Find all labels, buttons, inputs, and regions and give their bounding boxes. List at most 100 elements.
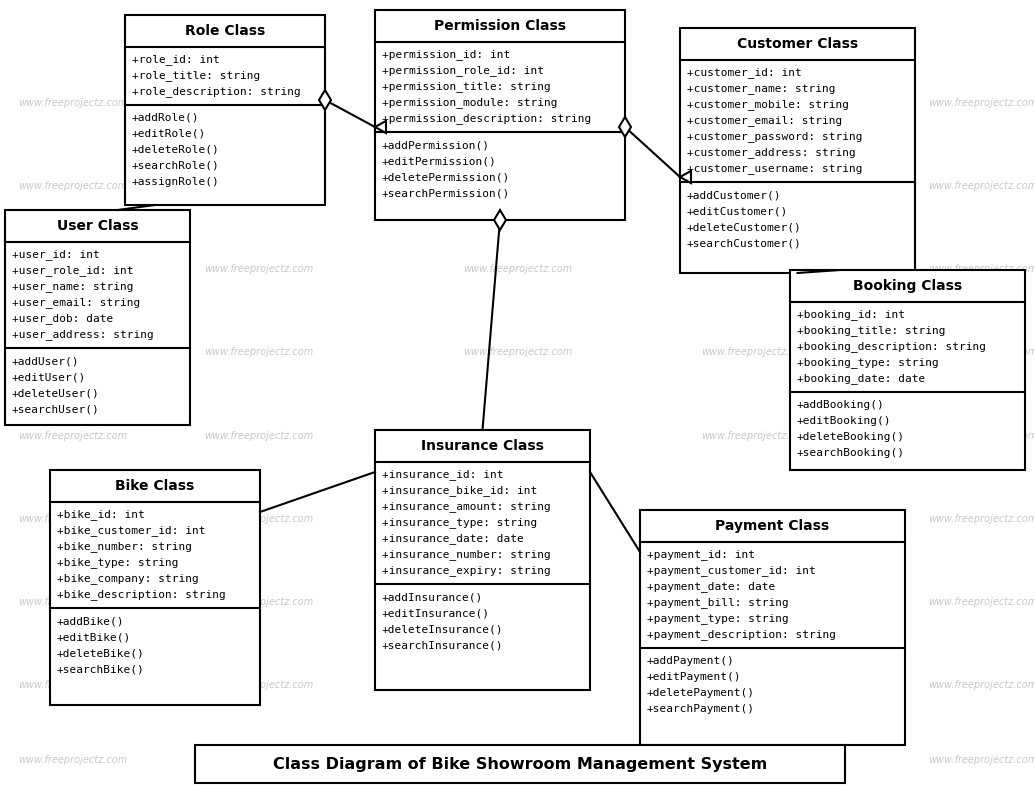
Text: www.freeprojectz.com: www.freeprojectz.com [18, 756, 127, 765]
Text: +customer_password: string: +customer_password: string [687, 131, 862, 143]
Text: www.freeprojectz.com: www.freeprojectz.com [204, 756, 314, 765]
Text: +role_description: string: +role_description: string [132, 86, 301, 97]
Text: +customer_address: string: +customer_address: string [687, 147, 856, 158]
Text: www.freeprojectz.com: www.freeprojectz.com [204, 265, 314, 274]
Text: +searchInsurance(): +searchInsurance() [382, 640, 503, 650]
Text: +booking_title: string: +booking_title: string [797, 326, 946, 337]
Text: www.freeprojectz.com: www.freeprojectz.com [928, 431, 1035, 440]
Text: www.freeprojectz.com: www.freeprojectz.com [463, 181, 572, 191]
Text: +user_role_id: int: +user_role_id: int [12, 265, 134, 276]
Text: Role Class: Role Class [185, 24, 265, 38]
Text: www.freeprojectz.com: www.freeprojectz.com [463, 98, 572, 108]
Text: +customer_username: string: +customer_username: string [687, 163, 862, 174]
Text: +addPermission(): +addPermission() [382, 140, 490, 150]
Text: Payment Class: Payment Class [715, 519, 830, 533]
Text: +permission_role_id: int: +permission_role_id: int [382, 66, 544, 77]
Text: www.freeprojectz.com: www.freeprojectz.com [928, 680, 1035, 690]
Text: +customer_email: string: +customer_email: string [687, 116, 842, 127]
Text: +deleteBike(): +deleteBike() [57, 648, 145, 658]
Text: www.freeprojectz.com: www.freeprojectz.com [18, 597, 127, 607]
Polygon shape [375, 121, 386, 133]
Text: Customer Class: Customer Class [737, 37, 858, 51]
Text: +addCustomer(): +addCustomer() [687, 190, 781, 200]
Text: +addBooking(): +addBooking() [797, 400, 885, 410]
Text: +deletePayment(): +deletePayment() [647, 688, 755, 698]
Text: +deleteCustomer(): +deleteCustomer() [687, 222, 802, 232]
Text: www.freeprojectz.com: www.freeprojectz.com [18, 431, 127, 440]
Text: +deleteBooking(): +deleteBooking() [797, 432, 905, 442]
Bar [375, 430, 590, 690]
Text: www.freeprojectz.com: www.freeprojectz.com [204, 680, 314, 690]
Text: www.freeprojectz.com: www.freeprojectz.com [18, 514, 127, 524]
Text: +role_id: int: +role_id: int [132, 55, 219, 66]
Text: +user_dob: date: +user_dob: date [12, 314, 113, 325]
Text: +insurance_amount: string: +insurance_amount: string [382, 501, 551, 512]
Text: +booking_description: string: +booking_description: string [797, 341, 986, 352]
Text: +editInsurance(): +editInsurance() [382, 608, 490, 618]
Text: www.freeprojectz.com: www.freeprojectz.com [463, 756, 572, 765]
Text: +searchRole(): +searchRole() [132, 161, 219, 171]
Text: www.freeprojectz.com: www.freeprojectz.com [18, 680, 127, 690]
Text: +searchBooking(): +searchBooking() [797, 448, 905, 458]
Text: www.freeprojectz.com: www.freeprojectz.com [18, 265, 127, 274]
Text: +editPayment(): +editPayment() [647, 672, 741, 682]
Text: www.freeprojectz.com: www.freeprojectz.com [928, 597, 1035, 607]
Text: +payment_date: date: +payment_date: date [647, 581, 775, 592]
Text: +payment_bill: string: +payment_bill: string [647, 597, 789, 608]
Text: www.freeprojectz.com: www.freeprojectz.com [204, 181, 314, 191]
Bar [195, 745, 845, 783]
Text: +editBike(): +editBike() [57, 632, 131, 642]
Text: www.freeprojectz.com: www.freeprojectz.com [701, 98, 810, 108]
Text: +editPermission(): +editPermission() [382, 156, 497, 166]
Text: www.freeprojectz.com: www.freeprojectz.com [701, 680, 810, 690]
Polygon shape [680, 171, 691, 183]
Text: +assignRole(): +assignRole() [132, 177, 219, 187]
Text: +role_title: string: +role_title: string [132, 70, 260, 82]
Text: www.freeprojectz.com: www.freeprojectz.com [928, 181, 1035, 191]
Text: +deleteRole(): +deleteRole() [132, 145, 219, 155]
Text: www.freeprojectz.com: www.freeprojectz.com [701, 756, 810, 765]
Text: +bike_company: string: +bike_company: string [57, 573, 199, 584]
Text: +bike_description: string: +bike_description: string [57, 589, 226, 600]
Text: +addUser(): +addUser() [12, 356, 80, 366]
Text: www.freeprojectz.com: www.freeprojectz.com [701, 181, 810, 191]
Text: www.freeprojectz.com: www.freeprojectz.com [204, 348, 314, 357]
Text: +addPayment(): +addPayment() [647, 656, 735, 666]
Text: +payment_type: string: +payment_type: string [647, 614, 789, 624]
Bar [375, 10, 625, 220]
Text: +deletePermission(): +deletePermission() [382, 172, 510, 182]
Bar [50, 470, 260, 705]
Text: +permission_id: int: +permission_id: int [382, 50, 510, 60]
Text: www.freeprojectz.com: www.freeprojectz.com [928, 98, 1035, 108]
Polygon shape [619, 117, 631, 137]
Text: +addInsurance(): +addInsurance() [382, 592, 483, 602]
Text: +payment_customer_id: int: +payment_customer_id: int [647, 565, 816, 577]
Text: +bike_customer_id: int: +bike_customer_id: int [57, 526, 206, 536]
Text: +insurance_expiry: string: +insurance_expiry: string [382, 565, 551, 577]
Text: +searchPermission(): +searchPermission() [382, 188, 510, 198]
Text: +insurance_number: string: +insurance_number: string [382, 550, 551, 561]
Text: www.freeprojectz.com: www.freeprojectz.com [928, 756, 1035, 765]
Text: +searchPayment(): +searchPayment() [647, 704, 755, 714]
Text: www.freeprojectz.com: www.freeprojectz.com [928, 265, 1035, 274]
Text: +editCustomer(): +editCustomer() [687, 206, 789, 216]
Text: +searchUser(): +searchUser() [12, 404, 99, 414]
Text: www.freeprojectz.com: www.freeprojectz.com [701, 514, 810, 524]
Text: www.freeprojectz.com: www.freeprojectz.com [701, 597, 810, 607]
Text: +searchBike(): +searchBike() [57, 664, 145, 674]
Text: +customer_mobile: string: +customer_mobile: string [687, 100, 849, 110]
Text: +booking_date: date: +booking_date: date [797, 374, 925, 384]
Text: +permission_description: string: +permission_description: string [382, 113, 591, 124]
Text: Booking Class: Booking Class [853, 279, 963, 293]
Bar [640, 510, 905, 745]
Polygon shape [494, 210, 506, 230]
Text: www.freeprojectz.com: www.freeprojectz.com [463, 680, 572, 690]
Text: User Class: User Class [57, 219, 139, 233]
Text: Bike Class: Bike Class [115, 479, 195, 493]
Text: www.freeprojectz.com: www.freeprojectz.com [204, 514, 314, 524]
Text: +customer_id: int: +customer_id: int [687, 67, 802, 78]
Polygon shape [319, 90, 331, 110]
Text: www.freeprojectz.com: www.freeprojectz.com [18, 181, 127, 191]
Text: +booking_type: string: +booking_type: string [797, 357, 939, 368]
Text: +editRole(): +editRole() [132, 129, 206, 139]
